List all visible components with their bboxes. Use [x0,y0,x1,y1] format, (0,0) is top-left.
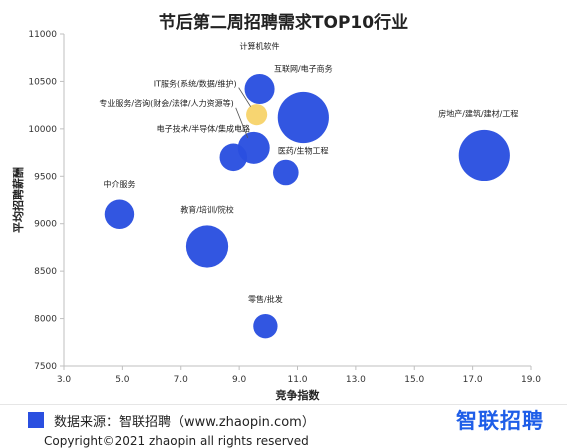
data-label: 互联网/电子商务 [274,63,333,73]
y-tick-label: 8000 [34,315,57,325]
x-axis-label: 竞争指数 [276,388,321,402]
source-square-icon [28,412,44,428]
y-axis-label: 平均招聘薪酬 [11,167,25,233]
x-tick-label: 17.0 [463,375,483,385]
data-label: 教育/培训/院校 [180,204,233,214]
footer-divider [0,404,567,405]
data-label: 专业服务/咨询(财会/法律/人力资源等) [99,98,233,108]
bubble [246,104,268,126]
bubble [277,91,329,144]
bubble [244,73,275,105]
y-tick-label: 9500 [34,172,57,182]
bubble [458,129,510,182]
bubble [253,314,278,339]
x-tick-label: 5.0 [115,375,130,385]
data-label: 电子技术/半导体/集成电路 [157,123,250,133]
data-label: 中介服务 [103,179,135,189]
x-tick-label: 13.0 [346,375,366,385]
y-tick-label: 10000 [28,125,57,135]
brand-logo: 智联招聘 [456,409,544,433]
data-label: 医药/生物工程 [278,145,329,155]
data-label: 房地产/建筑/建材/工程 [438,108,518,118]
x-tick-label: 9.0 [232,375,247,385]
copyright-text: Copyright©2021 zhaopin all rights reserv… [44,434,309,448]
y-tick-label: 8500 [34,267,57,277]
data-label: 零售/批发 [248,294,283,304]
data-source: 数据来源：智联招聘（www.zhaopin.com） [28,410,315,430]
x-tick-label: 15.0 [404,375,424,385]
y-tick-label: 9000 [34,220,57,230]
bubble-chart: 3.0 5.0 7.0 9.0 11.0 13.0 15.0 17.0 19.0 7500 8000… [11,30,541,402]
bubble [104,199,135,229]
chart-title: 节后第二周招聘需求TOP10行业 [158,13,409,33]
data-source-text: 数据来源：智联招聘（www.zhaopin.com） [54,414,315,430]
leader-line [235,107,249,138]
leader-line [238,87,251,107]
data-label: IT服务(系统/数据/维护) [154,79,237,89]
y-tick-label: 10500 [28,77,57,87]
bubble [273,159,299,186]
x-tick-label: 11.0 [287,375,307,385]
bubble [185,225,229,268]
x-tick-label: 19.0 [521,375,541,385]
y-tick-label: 11000 [28,30,57,40]
x-tick-label: 3.0 [57,375,72,385]
x-tick-label: 7.0 [174,375,189,385]
data-label: 计算机软件 [240,41,280,51]
y-tick-label: 7500 [34,362,57,372]
bubble [219,143,248,172]
